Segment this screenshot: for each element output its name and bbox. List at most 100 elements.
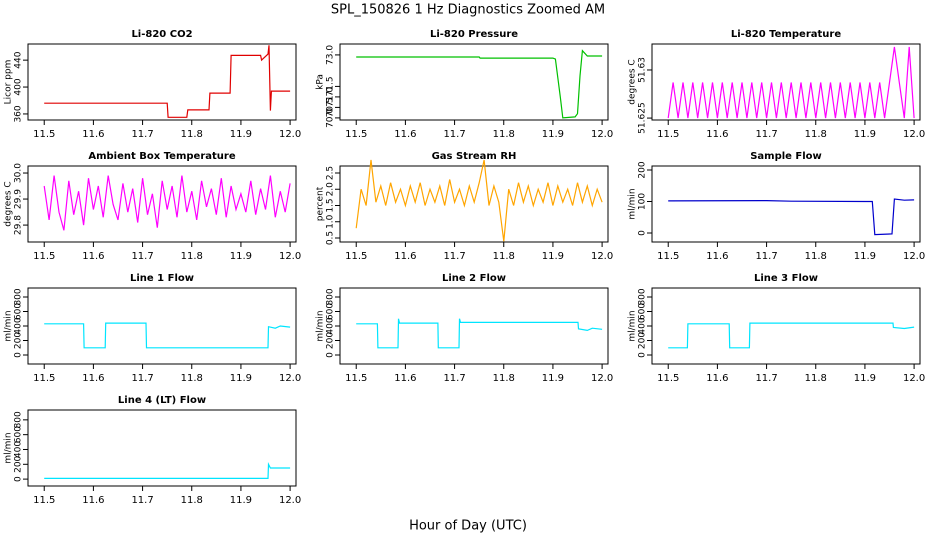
x-tick-label: 11.6 — [82, 129, 104, 140]
x-tick-label: 11.9 — [230, 251, 252, 262]
data-line — [356, 49, 603, 119]
x-tick-label: 11.9 — [854, 129, 876, 140]
x-tick-label: 11.8 — [805, 129, 827, 140]
plot-frame — [27, 165, 297, 243]
y-tick-label: 100 — [638, 193, 648, 210]
x-tick-label: 11.8 — [493, 251, 515, 262]
x-tick-label: 12.0 — [591, 373, 613, 384]
plot-frame — [27, 43, 297, 121]
y-tick-label: 51.63 — [638, 57, 648, 83]
plot-frame — [651, 165, 921, 243]
y-tick-label: 73.0 — [326, 45, 336, 65]
data-line — [668, 322, 915, 349]
plot-frame — [339, 165, 609, 243]
x-tick-label: 11.6 — [394, 129, 416, 140]
panel-title: Li-820 Pressure — [430, 29, 518, 40]
data-line — [668, 198, 915, 236]
x-tick-label: 11.8 — [493, 129, 515, 140]
x-tick-label: 11.8 — [181, 495, 203, 506]
panel-title: Ambient Box Temperature — [88, 151, 235, 162]
y-tick-label: 0.5 — [326, 231, 336, 245]
y-tick-label: 0 — [638, 352, 648, 358]
y-axis-title: ml/min — [628, 310, 638, 341]
panel-title: Line 1 Flow — [130, 273, 194, 284]
x-tick-label: 11.5 — [657, 373, 679, 384]
y-tick-label: 400 — [14, 317, 24, 334]
y-axis-title: percent — [316, 186, 326, 221]
x-tick-label: 11.8 — [181, 251, 203, 262]
data-line — [43, 175, 291, 231]
x-tick-label: 11.7 — [755, 251, 777, 262]
x-tick-label: 11.8 — [805, 251, 827, 262]
x-tick-label: 11.7 — [443, 251, 465, 262]
x-tick-label: 11.9 — [230, 495, 252, 506]
x-axis-title: Hour of Day (UTC) — [409, 519, 527, 534]
y-axis-title: kPa — [316, 74, 326, 90]
data-line — [44, 45, 291, 118]
x-tick-label: 11.7 — [131, 373, 153, 384]
x-tick-label: 11.6 — [82, 373, 104, 384]
y-tick-label: 600 — [14, 303, 24, 320]
y-axis-title: ml/min — [628, 188, 638, 219]
y-tick-label: 1.0 — [326, 214, 336, 229]
panel-title: Li-820 Temperature — [731, 29, 841, 40]
y-tick-label: 29.8 — [14, 215, 24, 235]
y-axis-title: ml/min — [316, 310, 326, 341]
y-tick-label: 0 — [638, 230, 648, 236]
y-tick-label: 0 — [14, 352, 24, 358]
y-tick-label: 400 — [14, 441, 24, 458]
y-axis-title: degrees C — [628, 59, 638, 104]
panel-title: Sample Flow — [750, 151, 822, 162]
data-line — [667, 46, 915, 119]
y-tick-label: 71.5 — [326, 76, 336, 96]
x-tick-label: 11.9 — [542, 251, 564, 262]
panel-title: Line 3 Flow — [754, 273, 818, 284]
x-tick-label: 12.0 — [279, 495, 301, 506]
y-tick-label: 1.5 — [326, 198, 336, 212]
x-tick-label: 11.5 — [345, 129, 367, 140]
y-tick-label: 200 — [638, 161, 648, 178]
plot-frame — [339, 43, 609, 121]
data-line — [356, 318, 603, 349]
x-tick-label: 12.0 — [279, 129, 301, 140]
x-tick-label: 11.8 — [493, 373, 515, 384]
x-tick-label: 11.5 — [33, 373, 55, 384]
x-tick-label: 11.7 — [131, 251, 153, 262]
x-tick-label: 11.7 — [131, 129, 153, 140]
x-tick-label: 11.6 — [394, 373, 416, 384]
x-tick-label: 11.9 — [230, 129, 252, 140]
data-line — [355, 159, 603, 242]
x-tick-label: 11.6 — [706, 129, 728, 140]
x-tick-label: 11.5 — [33, 129, 55, 140]
data-line — [44, 322, 291, 349]
y-tick-label: 800 — [14, 288, 24, 305]
y-tick-label: 2.5 — [326, 166, 336, 180]
x-tick-label: 11.5 — [345, 251, 367, 262]
x-tick-label: 11.6 — [706, 251, 728, 262]
x-tick-label: 12.0 — [903, 129, 925, 140]
y-tick-label: 0 — [326, 352, 336, 358]
x-tick-label: 11.8 — [181, 373, 203, 384]
data-line — [44, 461, 291, 479]
x-tick-label: 11.6 — [82, 495, 104, 506]
y-axis-title: degrees C — [4, 181, 14, 226]
y-axis-title: ml/min — [4, 310, 14, 341]
x-tick-label: 11.5 — [657, 129, 679, 140]
x-tick-label: 11.5 — [33, 251, 55, 262]
x-tick-label: 12.0 — [903, 251, 925, 262]
x-tick-label: 11.7 — [755, 129, 777, 140]
y-tick-label: 200 — [14, 332, 24, 349]
y-tick-label: 200 — [14, 455, 24, 472]
y-tick-label: 400 — [326, 317, 336, 334]
x-tick-label: 12.0 — [279, 373, 301, 384]
y-tick-label: 71.0 — [326, 87, 336, 107]
y-tick-label: 800 — [638, 288, 648, 305]
y-tick-label: 30.0 — [14, 163, 24, 183]
y-tick-label: 400 — [14, 78, 24, 95]
y-tick-label: 51.625 — [638, 102, 648, 134]
x-tick-label: 11.7 — [131, 495, 153, 506]
x-tick-label: 11.5 — [657, 251, 679, 262]
y-tick-label: 360 — [14, 105, 24, 122]
